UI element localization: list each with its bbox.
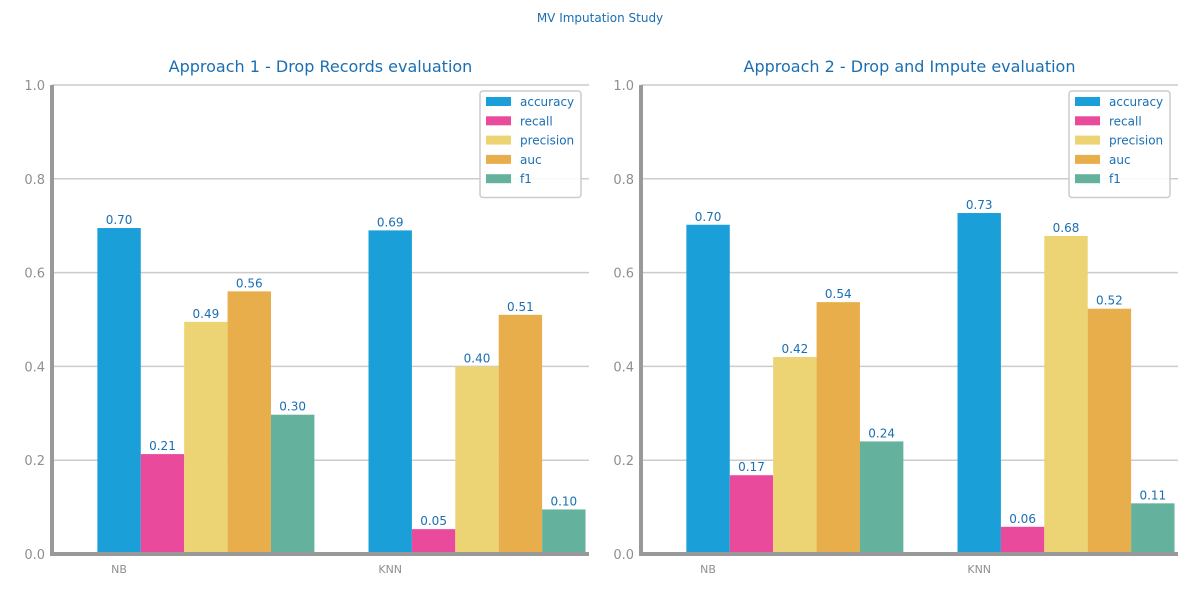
bar-value-label: 0.70: [695, 210, 722, 224]
figure-suptitle: MV Imputation Study: [537, 11, 663, 25]
legend-swatch-recall: [486, 116, 511, 126]
bar-value-label: 0.10: [550, 494, 577, 508]
legend-swatch-f1: [486, 174, 511, 184]
y-tick-label: 0.4: [613, 360, 634, 375]
x-tick-label: KNN: [378, 563, 402, 576]
y-tick-label: 0.6: [24, 267, 45, 282]
y-tick-label: 0.8: [24, 173, 45, 188]
y-tick-label: 0.6: [613, 267, 634, 282]
bar-recall-knn: [411, 529, 456, 554]
bar-f1-knn: [1131, 503, 1175, 554]
bar-value-label: 0.17: [738, 460, 765, 474]
legend: accuracy recall precision auc f1: [1068, 90, 1171, 199]
bar-auc-knn: [498, 314, 543, 554]
x-tick-label: NB: [700, 563, 716, 576]
bar-recall-nb: [140, 454, 185, 554]
legend-swatch-accuracy: [486, 97, 511, 106]
y-tick-label: 0.4: [24, 360, 45, 375]
legend-swatch-precision: [486, 135, 511, 145]
bar-precision-knn: [455, 366, 499, 554]
y-tick-label: 0.2: [24, 454, 45, 469]
bar-value-label: 0.68: [1053, 221, 1080, 235]
chart-panel-2: 0.0 0.2 0.4 0.6 0.8 1.0 0.70 0.17 0.42 0.54 0.24 NB…: [613, 57, 1178, 576]
bar-recall-knn: [1000, 526, 1045, 554]
bar-value-label: 0.73: [966, 198, 993, 212]
bar-accuracy-knn: [957, 213, 1001, 555]
legend-label: recall: [520, 114, 553, 128]
legend-label: auc: [520, 153, 542, 167]
bar-value-label: 0.05: [420, 514, 447, 528]
bar-accuracy-nb: [97, 228, 141, 555]
bar-value-label: 0.42: [782, 342, 809, 356]
bar-f1-nb: [270, 414, 315, 554]
y-tick-label: 1.0: [613, 79, 634, 94]
legend-swatch-precision: [1075, 135, 1100, 145]
legend-swatch-accuracy: [1075, 97, 1100, 106]
bar-value-label: 0.51: [507, 300, 534, 314]
bar-value-label: 0.24: [868, 426, 895, 440]
bar-auc-knn: [1087, 308, 1132, 554]
bar-accuracy-nb: [686, 224, 730, 554]
bar-value-label: 0.49: [193, 307, 220, 321]
bar-accuracy-knn: [368, 230, 412, 554]
legend-swatch-auc: [486, 154, 511, 164]
bar-recall-nb: [729, 475, 774, 554]
bar-value-label: 0.70: [106, 213, 133, 227]
y-tick-label: 1.0: [24, 79, 45, 94]
chart-title: Approach 1 - Drop Records evaluation: [169, 57, 473, 76]
x-tick-label: KNN: [967, 563, 991, 576]
bar-precision-knn: [1044, 236, 1088, 554]
bar-value-label: 0.40: [464, 351, 491, 365]
bar-auc-nb: [227, 291, 271, 554]
x-tick-label: NB: [111, 563, 127, 576]
legend-swatch-auc: [1075, 154, 1100, 164]
legend-label: auc: [1109, 153, 1131, 167]
legend-label: f1: [1109, 172, 1121, 186]
chart-panel-1: 0.0 0.2 0.4 0.6 0.8 1.0 0.70 0.21 0.49 0.56 0.30 NB…: [24, 57, 589, 576]
bar-value-label: 0.06: [1009, 512, 1036, 526]
legend-label: f1: [520, 172, 532, 186]
chart-title: Approach 2 - Drop and Impute evaluation: [744, 57, 1076, 76]
legend-swatch-f1: [1075, 174, 1100, 184]
bar-value-label: 0.11: [1139, 488, 1166, 502]
bar-auc-nb: [816, 302, 860, 554]
legend-label: precision: [520, 134, 574, 148]
bar-precision-nb: [184, 321, 228, 554]
bar-value-label: 0.54: [825, 287, 852, 301]
legend-label: precision: [1109, 134, 1163, 148]
legend: accuracy recall precision auc f1: [479, 90, 582, 199]
legend-label: accuracy: [1109, 95, 1163, 109]
bar-value-label: 0.21: [149, 439, 176, 453]
bar-precision-nb: [773, 357, 817, 554]
legend-label: recall: [1109, 114, 1142, 128]
bar-f1-knn: [542, 509, 586, 554]
y-tick-label: 0.2: [613, 454, 634, 469]
bar-value-label: 0.56: [236, 276, 263, 290]
bar-value-label: 0.30: [279, 400, 306, 414]
y-tick-label: 0.8: [613, 173, 634, 188]
legend-swatch-recall: [1075, 116, 1100, 126]
bar-value-label: 0.69: [377, 215, 404, 229]
y-tick-label: 0.0: [24, 548, 45, 563]
y-tick-label: 0.0: [613, 548, 634, 563]
legend-label: accuracy: [520, 95, 574, 109]
bar-f1-nb: [859, 441, 904, 554]
bar-value-label: 0.52: [1096, 294, 1123, 308]
